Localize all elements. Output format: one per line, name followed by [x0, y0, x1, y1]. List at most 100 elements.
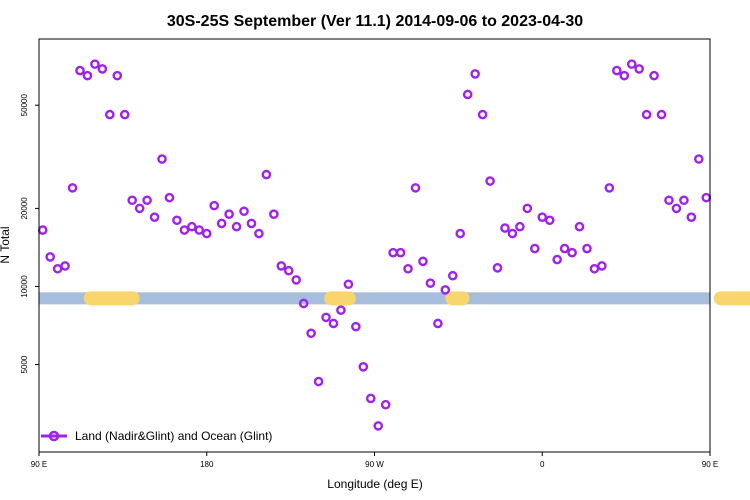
data-point — [90, 59, 100, 69]
legend: Land (Nadir&Glint) and Ocean (Glint) — [41, 429, 272, 443]
data-point — [365, 393, 376, 404]
data-point — [410, 183, 421, 193]
data-point — [619, 70, 630, 81]
y-tick-label: 10000 — [20, 275, 29, 298]
data-point — [45, 252, 55, 262]
data-point — [537, 212, 548, 222]
data-point — [544, 215, 555, 226]
data-point — [194, 225, 205, 235]
data-point — [187, 221, 197, 232]
data-point — [179, 225, 190, 235]
data-point — [351, 321, 361, 332]
data-point — [306, 328, 316, 339]
data-point — [671, 203, 682, 214]
data-point — [604, 183, 615, 193]
data-point — [97, 64, 108, 74]
data-point — [649, 70, 659, 81]
data-point — [403, 263, 413, 274]
land-segment — [713, 291, 750, 306]
data-point — [201, 228, 212, 239]
data-point — [612, 65, 622, 76]
data-point — [261, 169, 272, 180]
data-point — [380, 399, 391, 410]
data-point — [455, 228, 466, 239]
data-point — [418, 256, 428, 267]
data-point — [447, 270, 458, 281]
data-point — [507, 228, 518, 239]
data-point — [582, 243, 592, 254]
y-tick-label: 50000 — [20, 94, 29, 117]
data-point — [686, 212, 697, 222]
data-point — [470, 69, 480, 79]
data-point — [358, 362, 369, 372]
land-ocean-band — [39, 291, 750, 306]
chart-title: 30S-25S September (Ver 11.1) 2014-09-06 … — [167, 13, 583, 30]
data-point — [425, 278, 436, 288]
data-point — [477, 109, 488, 120]
data-point — [328, 318, 339, 329]
data-point — [395, 247, 406, 258]
data-point — [239, 206, 249, 217]
data-point — [149, 212, 160, 222]
data-point — [492, 263, 503, 273]
data-point — [112, 70, 123, 81]
data-points — [37, 59, 712, 431]
y-tick-label: 5000 — [20, 355, 29, 373]
data-point — [529, 243, 540, 254]
x-tick-label: 90 W — [365, 460, 384, 469]
x-tick-label: 180 — [200, 460, 214, 469]
x-tick-label: 90 E — [31, 460, 47, 469]
data-point — [60, 261, 70, 271]
data-point — [626, 59, 637, 69]
data-point — [664, 195, 674, 206]
data-point — [433, 318, 443, 329]
data-point — [485, 176, 495, 186]
data-point — [127, 195, 137, 206]
data-point — [134, 203, 145, 214]
data-point — [105, 109, 115, 120]
data-point — [164, 192, 175, 203]
legend-label: Land (Nadir&Glint) and Ocean (Glint) — [75, 429, 272, 443]
data-point — [224, 209, 234, 219]
data-point — [157, 154, 167, 164]
data-point — [298, 298, 309, 309]
data-point — [679, 195, 689, 206]
data-point — [75, 65, 85, 76]
data-point — [343, 279, 354, 290]
data-point — [574, 221, 585, 232]
data-point — [694, 154, 704, 164]
data-point — [597, 261, 607, 271]
land-segment — [83, 291, 140, 306]
data-point — [440, 285, 451, 295]
ocean-band — [39, 292, 710, 305]
legend-marker — [48, 430, 60, 442]
data-point — [172, 215, 182, 226]
data-point — [82, 70, 93, 81]
data-point — [246, 218, 257, 229]
data-point — [321, 312, 331, 323]
data-point — [373, 421, 384, 431]
data-point — [276, 261, 287, 271]
data-point — [209, 200, 220, 211]
data-point — [656, 109, 667, 120]
data-point — [254, 228, 264, 239]
data-point — [500, 223, 510, 233]
data-point — [634, 64, 644, 74]
data-point — [641, 109, 652, 120]
data-point — [269, 209, 279, 219]
land-segment — [324, 291, 356, 306]
data-point — [283, 265, 294, 276]
y-axis-label: N Total — [0, 226, 12, 263]
data-point — [522, 203, 533, 214]
data-point — [231, 221, 242, 232]
data-point — [336, 305, 346, 316]
data-point — [119, 109, 130, 120]
x-axis-label: Longitude (deg E) — [327, 477, 422, 491]
data-point — [515, 221, 525, 232]
data-point — [291, 275, 302, 285]
y-tick-label: 20000 — [20, 197, 29, 220]
x-tick-label: 90 E — [702, 460, 718, 469]
data-point — [313, 376, 324, 387]
